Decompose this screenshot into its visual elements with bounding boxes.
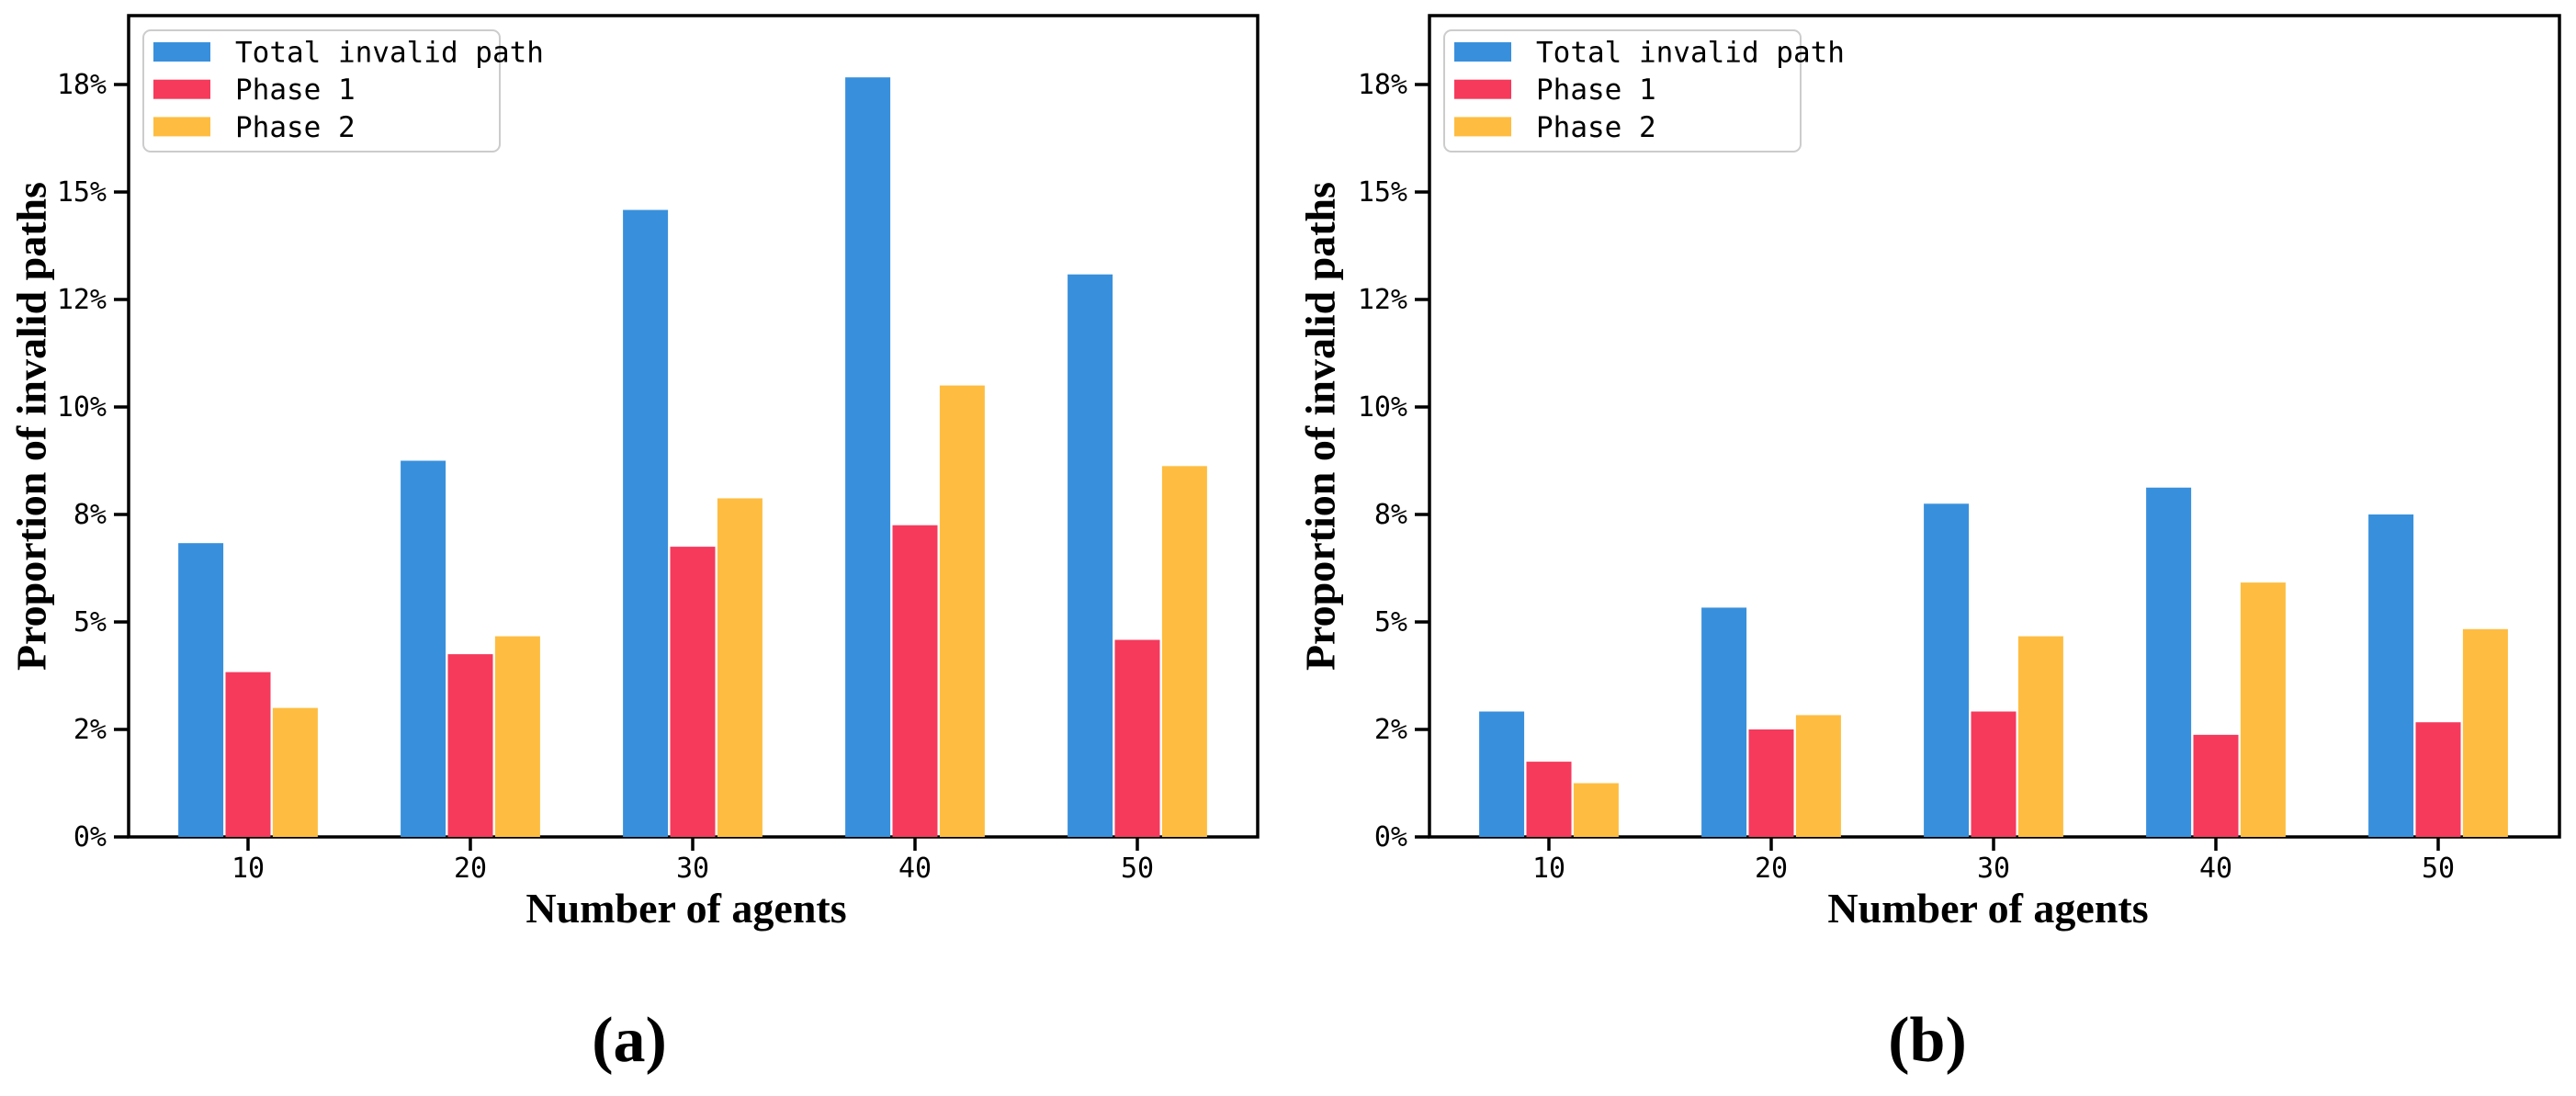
y-tick-label: 18% bbox=[1358, 69, 1407, 101]
legend-label-total-invalid-path: Total invalid path bbox=[1536, 37, 1845, 70]
x-tick-label: 50 bbox=[1121, 853, 1154, 885]
y-tick-label: 0% bbox=[73, 821, 107, 853]
subfigure-caption-b: (b) bbox=[1888, 1005, 1967, 1076]
bar-phase-1-40 bbox=[892, 525, 938, 837]
y-axis-label: Proportion of invalid paths bbox=[7, 181, 55, 672]
x-tick-label: 40 bbox=[898, 853, 932, 885]
y-tick-label: 0% bbox=[1374, 821, 1407, 853]
bar-chart-b: 0% 2% 5% 8% 10% 12% 15% 18% 10 20 30 40 50 Total inva… bbox=[1358, 14, 2561, 885]
bar-phase-1-30 bbox=[670, 547, 716, 837]
y-tick-label: 18% bbox=[57, 69, 107, 101]
bar-total-invalid-path-40 bbox=[2146, 487, 2192, 837]
bar-chart-a: 0% 2% 5% 8% 10% 12% 15% 18% 10 20 30 40 50 Total inva… bbox=[57, 14, 1260, 885]
bar-phase-2-40 bbox=[939, 385, 985, 837]
bar-total-invalid-path-50 bbox=[1068, 274, 1113, 837]
legend-label-total-invalid-path: Total invalid path bbox=[235, 37, 544, 70]
bar-phase-1-20 bbox=[447, 654, 493, 837]
legend-label-phase-2: Phase 2 bbox=[1536, 111, 1656, 144]
bar-phase-2-10 bbox=[1573, 783, 1619, 837]
legend-label-phase-1: Phase 1 bbox=[1536, 73, 1656, 107]
legend-swatch-phase-2 bbox=[1454, 117, 1511, 137]
legend-box bbox=[142, 29, 501, 153]
y-tick-label: 12% bbox=[57, 284, 107, 316]
bar-phase-1-10 bbox=[1526, 762, 1572, 837]
chart-panel-a: 0% 2% 5% 8% 10% 12% 15% 18% 10 20 30 40 50 Total inva… bbox=[7, 14, 1260, 1076]
x-tick-label: 20 bbox=[1755, 853, 1788, 885]
y-tick-label: 12% bbox=[1358, 284, 1407, 316]
y-tick-label: 5% bbox=[73, 606, 107, 638]
bar-total-invalid-path-20 bbox=[401, 460, 446, 837]
legend-label-phase-1: Phase 1 bbox=[235, 73, 356, 107]
bar-phase-1-50 bbox=[2415, 722, 2461, 837]
y-tick-label: 15% bbox=[57, 176, 107, 209]
bar-total-invalid-path-10 bbox=[1479, 711, 1525, 837]
x-tick-label: 20 bbox=[454, 853, 487, 885]
y-tick-label: 8% bbox=[73, 499, 107, 531]
bar-phase-2-20 bbox=[1795, 715, 1841, 837]
y-tick-label: 8% bbox=[1374, 499, 1407, 531]
legend-swatch-phase-1 bbox=[153, 79, 210, 99]
y-tick-label: 2% bbox=[73, 714, 107, 746]
x-axis-label: Number of agents bbox=[1827, 885, 2149, 932]
x-tick-label: 30 bbox=[1977, 853, 2010, 885]
y-tick-label: 10% bbox=[1358, 391, 1407, 424]
bar-phase-2-20 bbox=[494, 636, 540, 837]
bar-total-invalid-path-30 bbox=[1924, 503, 1970, 837]
bar-phase-2-30 bbox=[717, 498, 763, 837]
bar-total-invalid-path-20 bbox=[1701, 607, 1747, 837]
bar-total-invalid-path-30 bbox=[623, 209, 669, 837]
chart-panel-b: 0% 2% 5% 8% 10% 12% 15% 18% 10 20 30 40 50 Total inva… bbox=[1288, 0, 2576, 1096]
bar-phase-2-50 bbox=[2462, 628, 2508, 837]
bar-phase-1-30 bbox=[1971, 711, 2017, 837]
x-tick-label: 50 bbox=[2422, 853, 2455, 885]
legend-label-phase-2: Phase 2 bbox=[235, 111, 356, 144]
x-tick-label: 10 bbox=[1532, 853, 1565, 885]
legend-swatch-total-invalid-path bbox=[1454, 42, 1511, 62]
y-tick-label: 10% bbox=[57, 391, 107, 424]
legend-swatch-phase-1 bbox=[1454, 79, 1511, 99]
legend-swatch-total-invalid-path bbox=[153, 42, 210, 62]
bar-phase-2-30 bbox=[2017, 636, 2063, 837]
y-axis-label: Proportion of invalid paths bbox=[1296, 181, 1344, 672]
bar-phase-2-50 bbox=[1161, 466, 1207, 837]
x-axis-label: Number of agents bbox=[525, 885, 847, 932]
y-tick-label: 2% bbox=[1374, 714, 1407, 746]
legend-swatch-phase-2 bbox=[153, 117, 210, 137]
x-tick-label: 10 bbox=[232, 853, 265, 885]
bar-phase-2-10 bbox=[272, 707, 318, 837]
x-tick-label: 30 bbox=[676, 853, 709, 885]
legend-box bbox=[1443, 29, 1802, 153]
subfigure-caption-a: (a) bbox=[592, 1005, 667, 1076]
bar-phase-1-10 bbox=[225, 672, 271, 837]
bar-phase-2-40 bbox=[2240, 582, 2286, 837]
x-tick-label: 40 bbox=[2199, 853, 2232, 885]
bar-phase-1-50 bbox=[1114, 639, 1160, 837]
bar-total-invalid-path-50 bbox=[2368, 514, 2414, 837]
bar-total-invalid-path-10 bbox=[178, 543, 224, 837]
y-tick-label: 5% bbox=[1374, 606, 1407, 638]
bar-phase-1-40 bbox=[2193, 734, 2239, 837]
bar-total-invalid-path-40 bbox=[845, 77, 891, 837]
y-tick-label: 15% bbox=[1358, 176, 1407, 209]
bar-phase-1-20 bbox=[1748, 729, 1794, 837]
